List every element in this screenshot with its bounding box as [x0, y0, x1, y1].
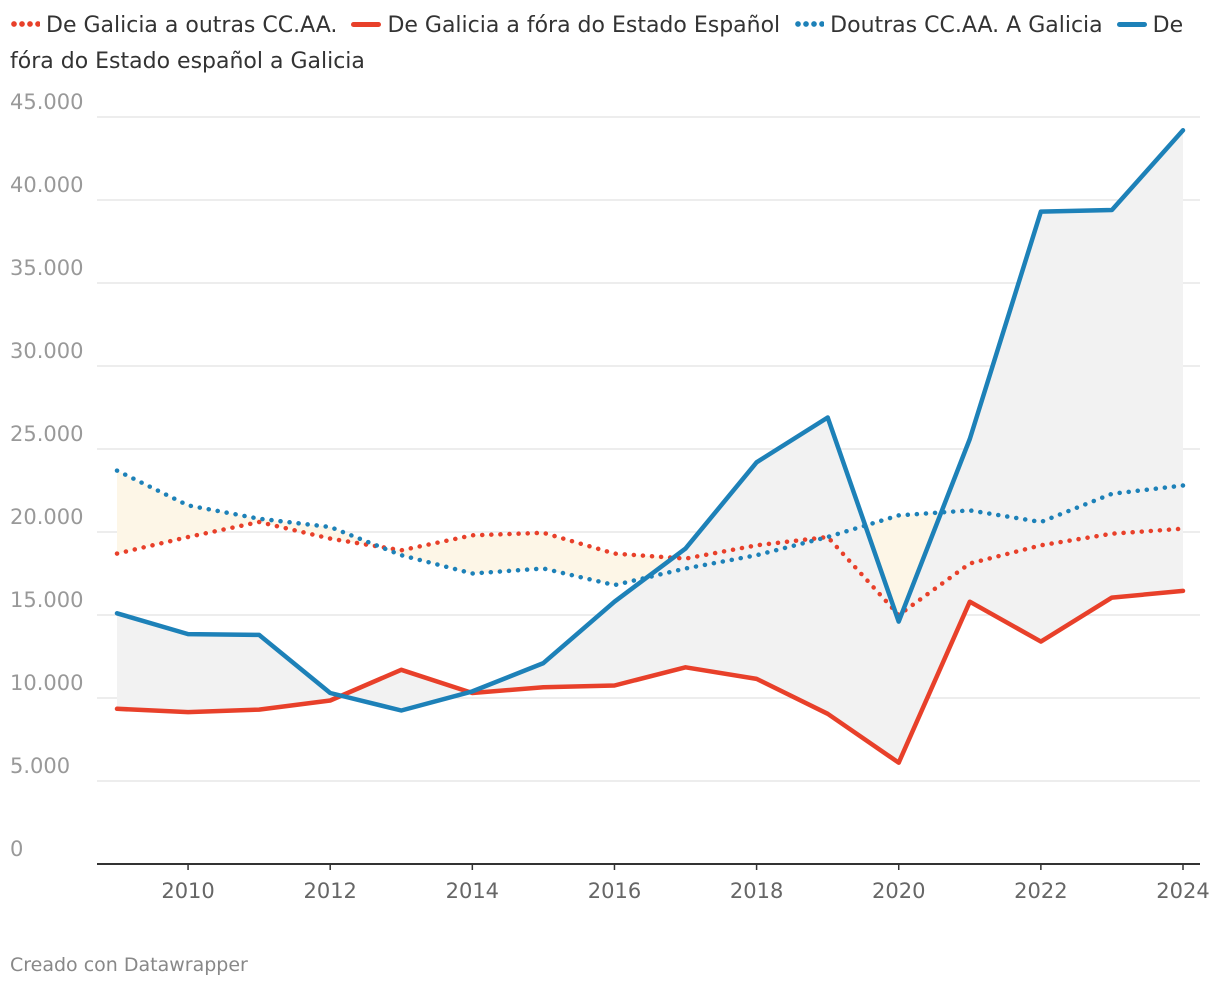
y-tick-label: 25.000 [10, 422, 83, 446]
y-tick-label: 10.000 [10, 671, 83, 695]
legend-swatch [794, 19, 825, 29]
y-tick-label: 0 [10, 837, 23, 861]
legend-label: De fóra do Estado español a Galicia [10, 13, 1184, 74]
legend-swatch [1116, 21, 1147, 27]
legend-swatch [351, 21, 382, 27]
legend-item: De Galicia a outras CC.AA. [10, 13, 337, 38]
x-tick-label: 2016 [588, 879, 641, 903]
x-tick-label: 2012 [303, 879, 356, 903]
legend-label: De Galicia a fóra do Estado Español [387, 13, 781, 38]
y-tick-label: 15.000 [10, 588, 83, 612]
legend-item: De fóra do Estado español a Galicia [10, 13, 1183, 74]
legend-item: Doutras CC.AA. A Galicia [794, 13, 1103, 38]
series-line [114, 128, 1186, 713]
x-tick-label: 2022 [1014, 879, 1067, 903]
legend-label: Doutras CC.AA. A Galicia [830, 13, 1103, 38]
y-tick-label: 45.000 [10, 90, 83, 114]
series-line [114, 519, 1186, 618]
y-tick-label: 20.000 [10, 505, 83, 529]
y-tick-label: 30.000 [10, 339, 83, 363]
x-tick-label: 2010 [161, 879, 214, 903]
legend-label: De Galicia a outras CC.AA. [46, 13, 338, 38]
x-tick-label: 2024 [1156, 879, 1209, 903]
series-lines [114, 128, 1186, 765]
chart-legend: De Galicia a outras CC.AA. De Galicia a f… [10, 8, 1215, 80]
legend-item: De Galicia a fóra do Estado Español [351, 13, 780, 38]
x-tick-label: 2018 [730, 879, 783, 903]
area-between-series [117, 130, 1183, 763]
x-tick-label: 2014 [446, 879, 499, 903]
footer-credit: Creado con Datawrapper [10, 954, 248, 976]
x-tick-label: 2020 [872, 879, 925, 903]
y-tick-label: 35.000 [10, 256, 83, 280]
y-tick-label: 40.000 [10, 173, 83, 197]
axes: 2010 2012 2014 2016 2018 2020 2022 2024 [97, 863, 1210, 903]
series-line [114, 588, 1186, 765]
area-fills [117, 130, 1183, 763]
legend-swatch [10, 19, 40, 29]
y-tick-label: 5.000 [10, 754, 70, 778]
